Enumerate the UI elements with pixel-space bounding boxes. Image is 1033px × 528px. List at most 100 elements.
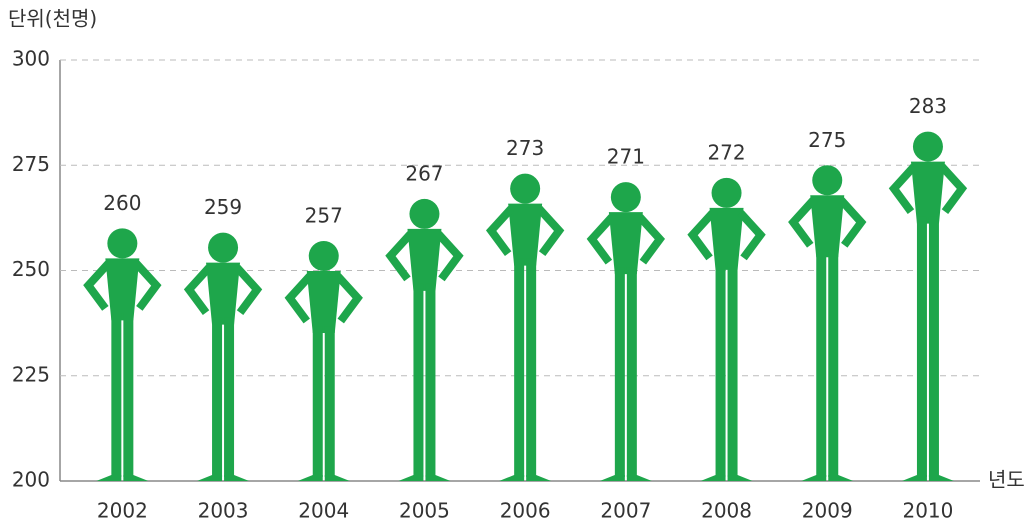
torso <box>810 195 845 258</box>
torso <box>206 262 241 325</box>
torso <box>910 161 945 224</box>
foot <box>197 475 223 481</box>
person-icon <box>284 241 363 481</box>
head <box>208 232 239 263</box>
y-tick-label: 300 <box>12 47 50 71</box>
x-tick-label: 2008 <box>701 499 752 523</box>
value-label: 272 <box>707 140 745 164</box>
x-tick-label: 2005 <box>399 499 450 523</box>
arm <box>788 197 817 248</box>
foot <box>425 475 451 481</box>
torso <box>407 228 442 291</box>
foot <box>526 475 552 481</box>
foot <box>96 475 122 481</box>
foot <box>626 475 652 481</box>
leg <box>324 326 335 477</box>
foot <box>727 475 753 481</box>
head <box>610 182 641 213</box>
head <box>308 241 339 272</box>
y-tick-label: 225 <box>12 362 50 386</box>
head <box>912 131 943 162</box>
x-tick-label: 2009 <box>802 499 853 523</box>
value-label: 259 <box>204 195 242 219</box>
leg <box>123 313 134 477</box>
person-icon <box>888 131 968 481</box>
person-icon <box>83 228 162 481</box>
torso <box>306 271 341 334</box>
torso <box>709 207 744 270</box>
arm <box>284 273 313 324</box>
arm <box>737 210 766 261</box>
arm <box>133 260 162 311</box>
arm <box>636 214 666 265</box>
value-label: 271 <box>607 145 645 169</box>
arm <box>334 273 363 324</box>
x-tick-label: 2007 <box>600 499 651 523</box>
foot <box>297 475 323 481</box>
head <box>510 173 541 204</box>
arm <box>385 231 414 282</box>
arm <box>838 197 867 248</box>
person-icon <box>183 232 263 481</box>
x-tick-label: 2004 <box>298 499 349 523</box>
person-icon <box>485 173 565 481</box>
head <box>711 177 742 208</box>
y-tick-label: 200 <box>12 468 50 492</box>
x-tick-label: 2003 <box>198 499 249 523</box>
foot <box>928 475 954 481</box>
leg <box>828 250 839 477</box>
foot <box>700 475 726 481</box>
x-tick-label: 2002 <box>97 499 148 523</box>
leg <box>916 216 927 477</box>
value-label: 267 <box>405 161 443 185</box>
head <box>812 165 843 196</box>
leg <box>224 317 235 477</box>
leg <box>626 267 637 477</box>
head <box>107 228 138 259</box>
value-label: 283 <box>909 94 947 118</box>
x-tick-label: 2006 <box>500 499 551 523</box>
foot <box>324 475 350 481</box>
arm <box>586 214 615 265</box>
arm <box>234 264 263 315</box>
leg <box>727 262 738 477</box>
arm <box>687 210 716 261</box>
y-axis-label: 단위(천명) <box>8 7 97 31</box>
leg <box>111 313 122 477</box>
x-axis-label: 년도 <box>988 468 1025 492</box>
torso <box>608 212 643 275</box>
leg <box>312 326 323 477</box>
leg <box>816 250 827 477</box>
person-icon <box>687 177 766 481</box>
y-tick-label: 250 <box>12 257 50 281</box>
arm <box>888 163 917 214</box>
arm <box>183 264 213 315</box>
value-label: 257 <box>305 204 343 228</box>
leg <box>928 216 939 477</box>
leg <box>212 317 223 477</box>
person-icon <box>385 198 464 481</box>
person-icon <box>788 165 867 481</box>
leg <box>425 283 436 477</box>
leg <box>526 258 537 477</box>
arm <box>435 231 464 282</box>
value-label: 273 <box>506 136 544 160</box>
torso <box>508 203 543 266</box>
foot <box>398 475 424 481</box>
head <box>409 198 440 229</box>
arm <box>485 205 515 257</box>
foot <box>499 475 525 481</box>
foot <box>224 475 250 481</box>
value-label: 275 <box>808 128 846 152</box>
arm <box>536 205 565 257</box>
foot <box>828 475 854 481</box>
leg <box>514 258 525 477</box>
x-tick-label: 2010 <box>902 499 953 523</box>
person-icon <box>586 182 666 481</box>
foot <box>599 475 625 481</box>
foot <box>901 475 927 481</box>
foot <box>801 475 827 481</box>
leg <box>413 283 424 477</box>
torso <box>105 258 140 321</box>
